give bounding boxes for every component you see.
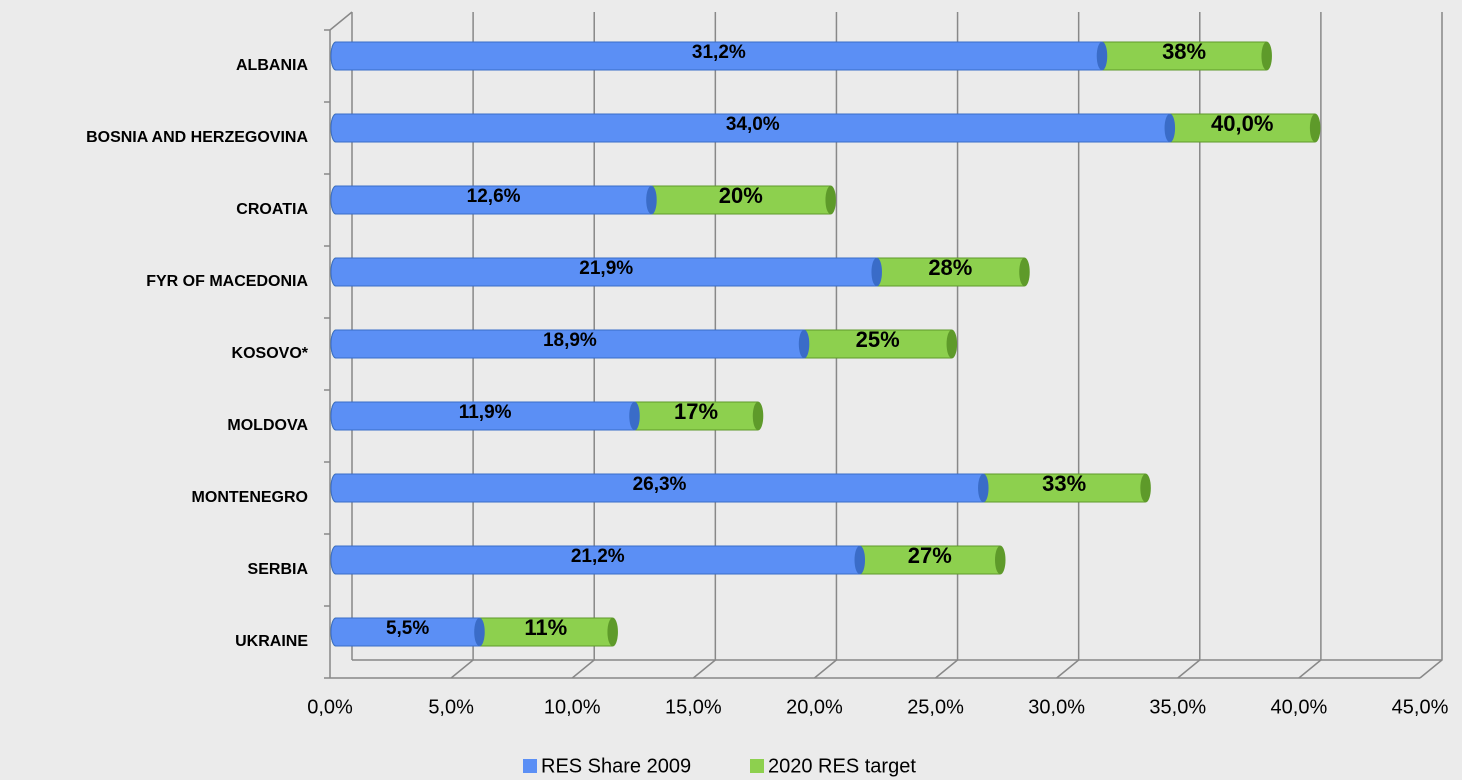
data-label: 18,9% [543,330,597,351]
bar-cap [854,546,865,574]
x-tick-label: 10,0% [544,696,601,718]
bar-cap [825,186,836,214]
grid-line [813,12,838,679]
category-label: BOSNIA AND HERZEGOVINA [86,129,308,146]
category-label: KOSOVO* [232,345,309,362]
data-label: 5,5% [386,618,429,639]
bar-cap [1309,114,1320,142]
x-tick-label: 0,0% [307,696,353,718]
data-label: 33% [1042,471,1086,496]
legend-label: RES Share 2009 [541,755,691,777]
x-tick-label: 15,0% [665,696,722,718]
legend-swatch [523,759,537,773]
axis-depth [329,11,353,31]
category-label: CROATIA [236,201,308,218]
grid-line [935,12,959,679]
data-label: 11% [524,615,567,640]
legend-label: 2020 RES target [768,755,916,777]
bar [330,113,1176,143]
bar-cap [1164,114,1175,142]
bar-cap [871,258,882,286]
category-label: FYR OF MACEDONIA [146,273,308,290]
data-label: 40,0% [1211,111,1273,136]
grid-line [1298,12,1322,679]
data-label: 11,9% [459,402,512,423]
category-label: ALBANIA [236,57,308,74]
bar-cap [1140,474,1151,502]
x-tick-label: 35,0% [1149,696,1206,718]
bar-cap [607,618,618,646]
data-label: 12,6% [467,186,521,207]
data-label: 34,0% [726,114,780,135]
bar-cap [1019,258,1030,286]
category-label: MOLDOVA [227,417,308,434]
data-label: 21,2% [571,546,625,567]
bar-cap [995,546,1005,574]
bar-cap [946,330,957,358]
bar-cap [798,330,809,358]
bar-cap [474,618,485,646]
data-label: 31,2% [692,42,746,63]
data-label: 38% [1162,39,1206,64]
data-label: 17% [674,399,718,424]
grid-line [1056,12,1080,679]
category-label: UKRAINE [235,633,308,650]
grid-line [450,12,474,679]
x-tick-label: 20,0% [786,696,843,718]
x-tick-label: 40,0% [1271,696,1328,718]
data-label: 28% [928,255,972,280]
x-tick-label: 25,0% [907,696,964,718]
bar-cap [646,186,657,214]
grid-line [1177,12,1201,679]
x-tick-label: 45,0% [1392,696,1449,718]
category-label: MONTENEGRO [192,489,308,506]
category-label: SERBIA [248,561,309,578]
data-label: 27% [908,543,952,568]
bar-cap [629,402,640,430]
data-label: 20% [719,183,763,208]
grid-line [692,12,717,679]
x-tick-label: 5,0% [428,696,474,718]
bar-cap [1096,42,1107,70]
data-label: 21,9% [579,258,633,279]
data-label: 25% [856,327,900,352]
grid-line [1419,12,1443,679]
legend-swatch [750,759,764,773]
x-tick-label: 30,0% [1028,696,1085,718]
grid-line [571,12,595,679]
bar [330,257,882,287]
bar-cap [978,474,989,502]
bar-cap [752,402,763,430]
data-label: 26,3% [633,474,687,495]
bar-cap [1261,42,1272,70]
